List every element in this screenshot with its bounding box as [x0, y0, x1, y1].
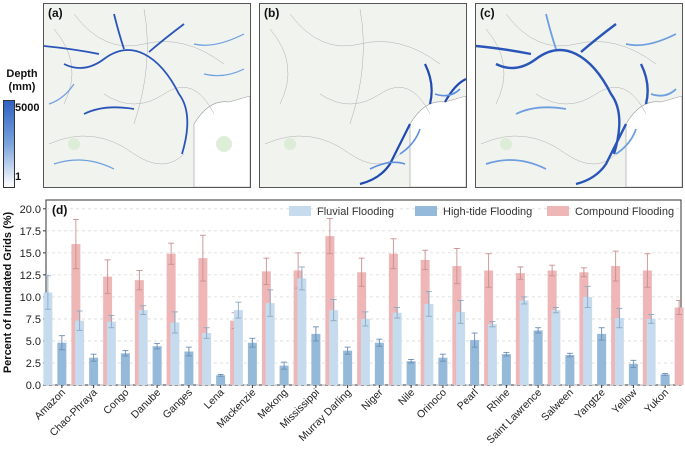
y-tick-label: 0.0: [26, 380, 41, 392]
bar: [660, 374, 670, 385]
bar: [614, 318, 624, 385]
map-b-image: [260, 4, 466, 187]
bar: [184, 351, 194, 385]
y-tick-label: 10.0: [20, 292, 41, 304]
bar: [501, 354, 511, 385]
x-tick-label: Niger: [359, 386, 386, 413]
panel-label-d: (d): [52, 203, 67, 217]
y-tick-label: 7.5: [26, 314, 41, 326]
bar: [170, 322, 180, 385]
depth-legend-title: Depth (mm): [2, 68, 42, 94]
bar: [674, 307, 684, 385]
x-tick-label: Danube: [129, 387, 164, 422]
x-tick-label: Lena: [202, 387, 227, 412]
y-tick-label: 2.5: [26, 358, 41, 370]
bar: [311, 333, 321, 385]
legend-label: Fluvial Flooding: [317, 206, 394, 218]
bar: [565, 355, 575, 385]
panel-label-c: (c): [480, 6, 495, 20]
bar: [628, 363, 638, 385]
bar: [279, 365, 289, 385]
bar: [120, 353, 130, 385]
legend-swatch: [415, 206, 437, 216]
bar: [297, 278, 307, 385]
bar: [138, 310, 148, 385]
map-panel-a: (a): [43, 3, 251, 188]
panel-label-b: (b): [264, 6, 280, 20]
x-tick-label: Yellow: [610, 386, 640, 416]
bar-chart: 0.0 2.5 5.0 7.5 10.0 12.5 15.0 17.5 20.0 Percent …: [2, 199, 684, 447]
legend-label: High-tide Flooding: [443, 206, 532, 218]
x-tick-label: Saint Lawrence: [485, 387, 545, 447]
bar: [406, 361, 416, 385]
bar: [551, 310, 561, 385]
bar: [106, 321, 116, 385]
map-a-image: [44, 4, 250, 187]
legend-label: Compound Flooding: [575, 206, 674, 218]
depth-colorbar: [3, 100, 15, 188]
bar: [583, 296, 593, 385]
bar: [519, 300, 529, 385]
bar: [646, 318, 656, 385]
bar: [247, 342, 257, 385]
depth-legend-title-line2: (mm): [8, 81, 36, 93]
y-tick-label: 17.5: [20, 226, 41, 238]
bar: [360, 318, 370, 385]
map-c-image: [476, 4, 682, 187]
depth-legend-title-line1: Depth: [6, 68, 38, 80]
bar: [487, 324, 497, 385]
legend-swatch: [289, 206, 311, 216]
bar: [43, 292, 53, 385]
y-axis-label: Percent of Inundated Grids (%): [2, 211, 14, 373]
bar: [202, 333, 212, 385]
bar: [75, 320, 85, 385]
x-tick-label: Salween: [539, 387, 576, 424]
x-tick-label: Rhine: [485, 387, 513, 415]
bar: [71, 244, 81, 385]
y-tick-label: 15.0: [20, 248, 41, 260]
bar: [152, 346, 162, 385]
bar: [216, 375, 226, 385]
x-tick-label: Yukon: [642, 387, 671, 416]
depth-legend-min: 1: [15, 171, 22, 183]
bar: [343, 350, 353, 385]
x-tick-label: Orinoco: [415, 387, 450, 422]
bar: [456, 311, 466, 385]
x-tick-label: Pearl: [455, 387, 481, 413]
bar: [233, 310, 243, 385]
bar: [424, 303, 434, 385]
depth-legend-max: 5000: [15, 102, 40, 114]
y-tick-label: 20.0: [20, 204, 41, 216]
y-tick-label: 5.0: [26, 336, 41, 348]
map-panel-b: (b): [259, 3, 467, 188]
bar: [392, 312, 402, 385]
bar: [89, 357, 99, 385]
x-tick-label: Nile: [396, 387, 417, 408]
legend-swatch: [547, 206, 569, 216]
bar: [597, 333, 607, 385]
bar: [438, 357, 448, 385]
bar: [329, 310, 339, 385]
x-tick-label: Yangtze: [573, 387, 608, 422]
x-tick-label: Ganges: [161, 387, 195, 421]
map-panel-c: (c): [475, 3, 683, 188]
bar: [166, 253, 176, 385]
bar: [533, 330, 543, 385]
bar: [470, 340, 480, 385]
bar: [198, 258, 208, 385]
bar: [265, 303, 275, 385]
bar: [57, 342, 67, 385]
x-tick-label: Congo: [101, 387, 131, 417]
panel-label-a: (a): [48, 6, 63, 20]
y-tick-label: 12.5: [20, 270, 41, 282]
bar: [374, 342, 384, 385]
